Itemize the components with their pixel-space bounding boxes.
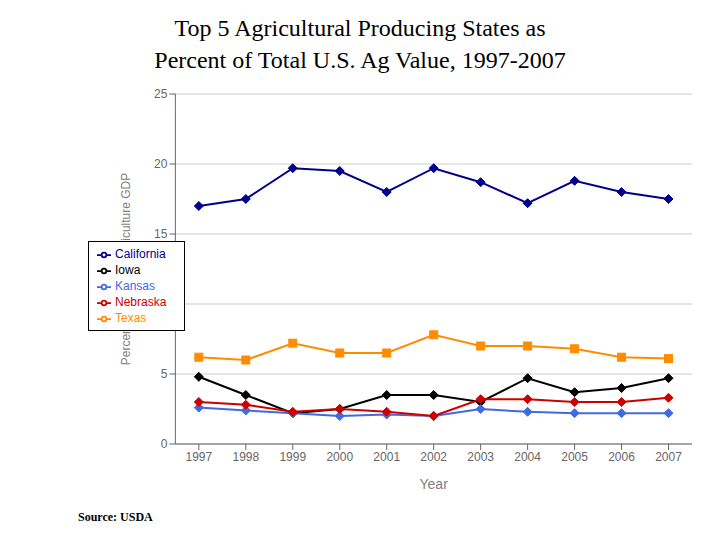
svg-text:2003: 2003 bbox=[467, 450, 494, 464]
svg-text:1997: 1997 bbox=[185, 450, 212, 464]
svg-text:Percent of US Total Agricultur: Percent of US Total Agriculture GDP bbox=[119, 173, 133, 366]
svg-text:2002: 2002 bbox=[420, 450, 447, 464]
svg-text:10: 10 bbox=[154, 297, 168, 311]
svg-text:0: 0 bbox=[161, 437, 168, 451]
svg-text:5: 5 bbox=[161, 367, 168, 381]
svg-text:Year: Year bbox=[420, 476, 449, 492]
svg-text:15: 15 bbox=[154, 227, 168, 241]
svg-text:1999: 1999 bbox=[279, 450, 306, 464]
svg-text:2007: 2007 bbox=[655, 450, 682, 464]
svg-text:2006: 2006 bbox=[608, 450, 635, 464]
svg-text:25: 25 bbox=[154, 87, 168, 101]
svg-text:2005: 2005 bbox=[561, 450, 588, 464]
svg-text:2004: 2004 bbox=[514, 450, 541, 464]
svg-text:20: 20 bbox=[154, 157, 168, 171]
svg-text:1998: 1998 bbox=[232, 450, 259, 464]
svg-text:2000: 2000 bbox=[326, 450, 353, 464]
svg-text:2001: 2001 bbox=[373, 450, 400, 464]
